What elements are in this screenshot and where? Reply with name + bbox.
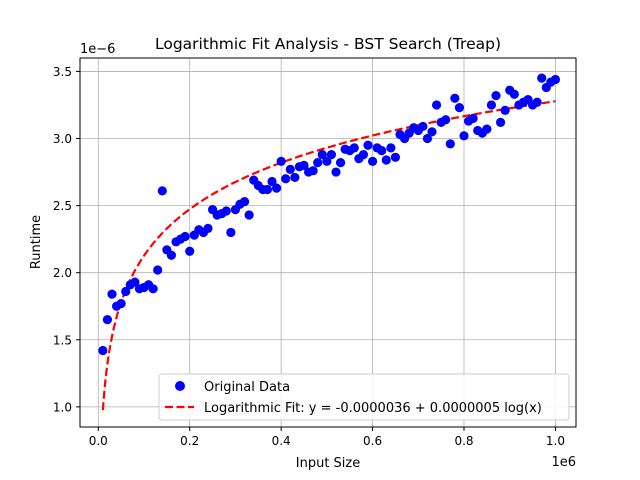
legend-label-fit: Logarithmic Fit: y = -0.0000036 + 0.0000… [204,401,542,416]
data-point [495,117,506,128]
data-point [267,176,277,187]
data-point [441,115,451,125]
data-point [107,289,117,299]
data-points-layer [98,73,561,356]
data-point [335,158,346,168]
data-point [121,286,131,297]
data-point [285,164,295,174]
data-point [326,150,337,160]
data-point [203,223,213,234]
data-point [153,265,163,275]
data-point [482,124,492,134]
data-point [468,113,478,123]
data-point [157,186,167,196]
data-point [290,172,300,183]
data-point [486,100,497,110]
x-tick-label: 0.8 [454,434,473,448]
data-point [431,100,442,110]
data-point [454,103,465,113]
grid [80,58,576,427]
x-tick-label: 1.0 [546,434,565,448]
x-tick-label: 0.6 [363,434,382,448]
data-point [299,160,309,170]
data-point [390,152,401,162]
data-point [509,89,519,99]
data-point [532,97,542,107]
data-point [445,139,455,149]
data-point [262,184,273,195]
axis-ticks: 0.0 0.2 0.4 0.6 0.8 1.0 1.0 1.5 2.0 2.5 3.0 3.5 [53,65,565,448]
y-tick-label: 2.5 [53,199,72,213]
legend-box [158,373,570,421]
data-point [148,284,158,294]
data-point [102,315,113,325]
data-point [459,131,469,141]
data-point [386,143,396,153]
data-point [221,206,231,216]
data-point [166,250,177,260]
legend-marker-data [175,381,185,391]
y-tick-label: 2.0 [53,266,72,280]
data-point [331,167,341,177]
x-tick-label: 0.4 [272,434,291,448]
data-point [377,145,387,156]
data-point [550,74,561,85]
data-point [239,196,250,207]
data-point [450,93,460,103]
x-tick-label: 0.2 [180,434,199,448]
fit-curve-layer [101,100,556,411]
data-point [116,298,126,309]
data-point [358,150,369,160]
data-point [98,345,108,356]
legend: Original Data Logarithmic Fit: y = -0.00… [158,373,570,421]
y-axis-offset-label: 1e−6 [80,42,115,57]
data-point [317,150,327,160]
data-point [422,133,433,144]
plot-frame [79,57,577,428]
chart-title: Logarithmic Fit Analysis - BST Search (T… [155,35,501,53]
data-point [322,156,332,166]
y-tick-label: 3.5 [53,65,72,79]
x-axis-offset-label: 1e6 [551,455,576,470]
data-point [381,155,391,165]
y-tick-label: 1.5 [53,333,72,347]
data-point [349,143,359,153]
data-point [244,210,254,220]
data-point [537,73,547,83]
fit-curve [101,100,556,411]
x-tick-label: 0.0 [89,434,108,448]
y-axis-label: Runtime [29,215,44,269]
data-point [367,156,378,166]
x-axis-label: Input Size [296,456,360,471]
data-point [308,166,318,176]
data-point [226,227,236,238]
legend-label-data: Original Data [204,380,290,395]
data-point [418,121,428,132]
data-point [130,277,140,287]
data-point [363,140,373,150]
data-point [281,174,291,184]
data-point [313,158,323,168]
data-point [491,90,501,101]
data-point [271,183,282,193]
data-point [185,246,195,256]
data-point [180,231,190,242]
y-tick-label: 1.0 [53,400,72,414]
data-point [276,156,286,166]
data-point [427,127,437,137]
y-tick-label: 3.0 [53,132,72,146]
data-point [500,105,510,115]
